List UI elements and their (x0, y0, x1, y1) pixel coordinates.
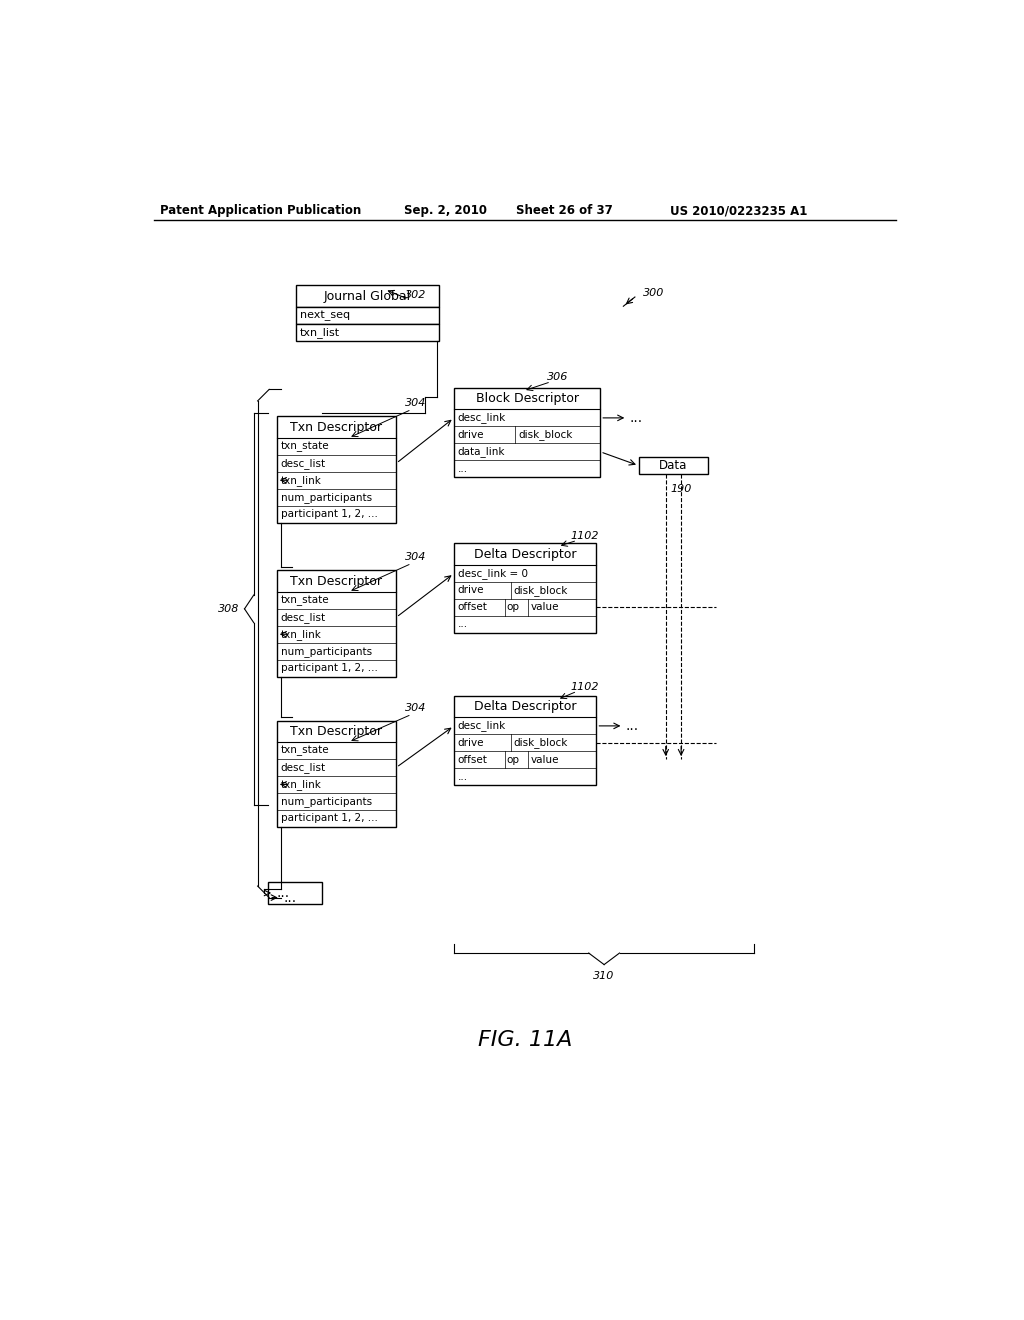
Text: desc_link: desc_link (458, 412, 506, 424)
Bar (276, 416, 396, 523)
Text: txn_list: txn_list (300, 327, 340, 338)
Text: desc_list: desc_list (281, 458, 326, 469)
Text: participant 1, 2, ...: participant 1, 2, ... (281, 663, 378, 673)
Text: ...: ... (458, 463, 468, 474)
Bar (454, 696, 596, 785)
Bar (296, 308, 438, 323)
Text: data_link: data_link (458, 446, 505, 457)
Text: Patent Application Publication: Patent Application Publication (160, 205, 361, 218)
Text: 308: 308 (218, 603, 240, 614)
Text: offset: offset (458, 755, 487, 764)
Text: value: value (530, 602, 559, 612)
Bar (639, 457, 708, 474)
Text: 1102: 1102 (570, 531, 599, 541)
Text: FIG. 11A: FIG. 11A (477, 1030, 572, 1049)
Text: Sheet 26 of 37: Sheet 26 of 37 (515, 205, 612, 218)
Text: Txn Descriptor: Txn Descriptor (290, 574, 382, 587)
Text: op: op (507, 755, 519, 764)
Text: txn_link: txn_link (281, 779, 322, 789)
Text: 310: 310 (594, 972, 614, 981)
Text: 302: 302 (404, 290, 426, 301)
Bar (454, 544, 596, 632)
Text: drive: drive (458, 585, 484, 595)
Text: num_participants: num_participants (281, 492, 372, 503)
Text: drive: drive (458, 738, 484, 748)
Bar (296, 323, 438, 341)
Text: 304: 304 (404, 399, 426, 408)
Text: ...: ... (630, 411, 643, 425)
Bar (296, 285, 438, 308)
Text: num_participants: num_participants (281, 645, 372, 656)
Text: disk_block: disk_block (514, 585, 568, 595)
Text: Txn Descriptor: Txn Descriptor (290, 421, 382, 434)
Text: txn_state: txn_state (281, 595, 330, 606)
Text: num_participants: num_participants (281, 796, 372, 807)
Text: txn_state: txn_state (281, 746, 330, 756)
Text: desc_link = 0: desc_link = 0 (458, 568, 527, 579)
Text: desc_link: desc_link (458, 721, 506, 731)
Text: desc_list: desc_list (281, 762, 326, 774)
Text: disk_block: disk_block (518, 429, 572, 441)
Bar (267, 882, 322, 904)
Text: drive: drive (458, 430, 484, 440)
Text: txn_link: txn_link (281, 628, 322, 640)
Text: participant 1, 2, ...: participant 1, 2, ... (281, 813, 378, 824)
Text: txn_state: txn_state (281, 441, 330, 451)
Text: op: op (507, 602, 519, 612)
Text: US 2010/0223235 A1: US 2010/0223235 A1 (670, 205, 807, 218)
Text: ...: ... (283, 891, 296, 904)
Bar (276, 721, 396, 826)
Text: 300: 300 (643, 288, 665, 298)
Text: 304: 304 (404, 704, 426, 713)
Text: disk_block: disk_block (514, 738, 568, 748)
Text: Data: Data (659, 459, 687, 473)
Text: txn_link: txn_link (281, 475, 322, 486)
Bar (454, 388, 600, 478)
Text: Txn Descriptor: Txn Descriptor (290, 725, 382, 738)
Text: Delta Descriptor: Delta Descriptor (473, 700, 577, 713)
Text: offset: offset (458, 602, 487, 612)
Bar (276, 570, 396, 677)
Text: ...: ... (458, 772, 468, 781)
Text: 304: 304 (404, 552, 426, 562)
Text: 1102: 1102 (570, 681, 599, 692)
Text: ...: ... (626, 719, 639, 733)
Text: 306: 306 (547, 372, 568, 381)
Text: desc_list: desc_list (281, 612, 326, 623)
Text: next_seq: next_seq (300, 310, 350, 321)
Text: participant 1, 2, ...: participant 1, 2, ... (281, 510, 378, 519)
Text: value: value (530, 755, 559, 764)
Text: ...: ... (458, 619, 468, 630)
Text: Block Descriptor: Block Descriptor (475, 392, 579, 405)
Text: 190: 190 (671, 484, 692, 495)
Text: Delta Descriptor: Delta Descriptor (473, 548, 577, 561)
Text: Journal Global: Journal Global (324, 289, 411, 302)
Text: Sep. 2, 2010: Sep. 2, 2010 (403, 205, 486, 218)
Text: ...: ... (276, 886, 290, 900)
